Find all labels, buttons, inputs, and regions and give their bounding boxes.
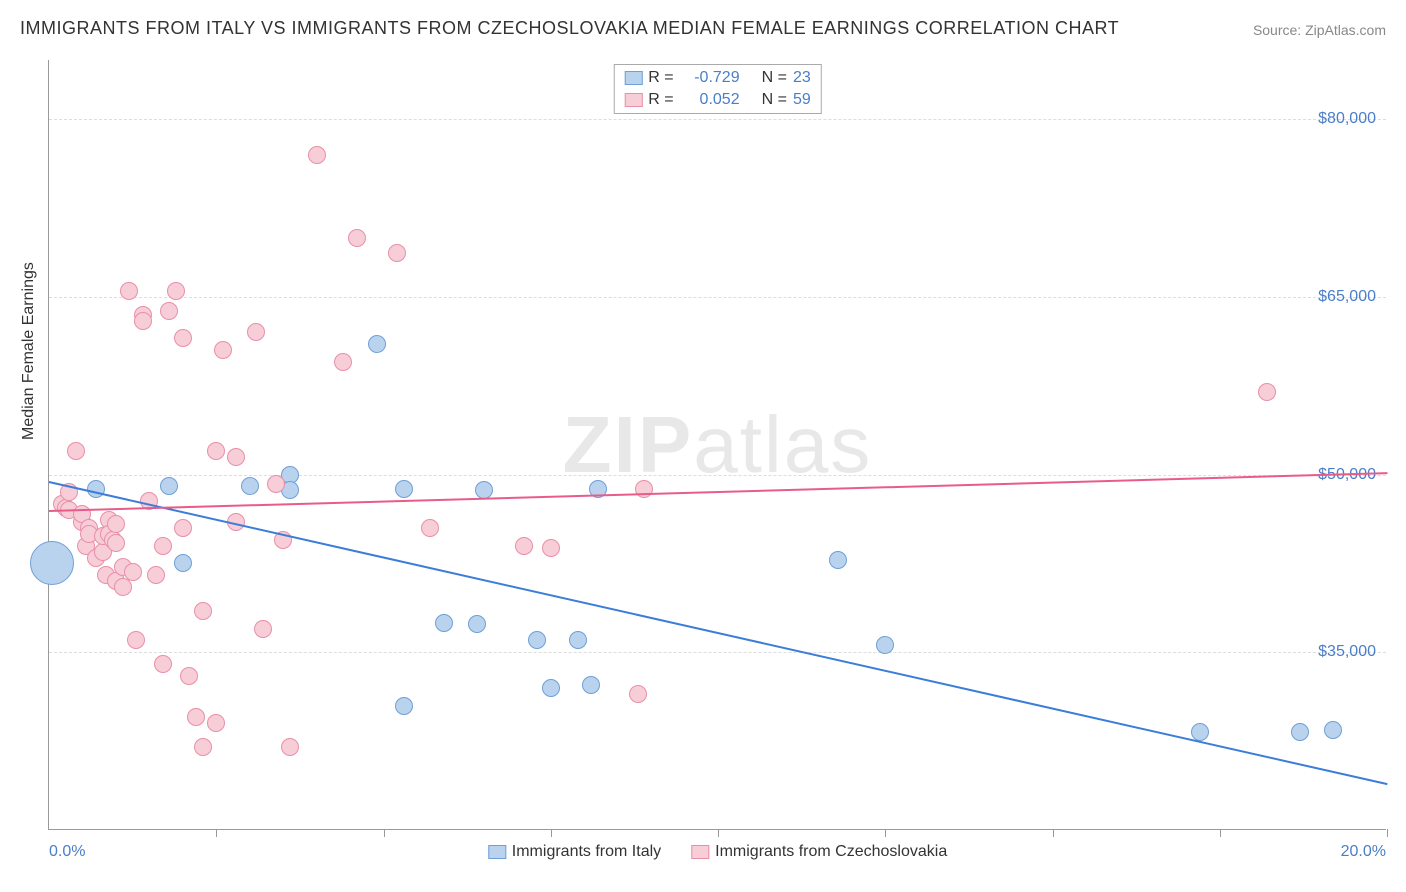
- stats-row-czech: R = 0.052 N = 59: [624, 89, 810, 111]
- x-tick: [1053, 829, 1054, 837]
- series-legend: Immigrants from Italy Immigrants from Cze…: [488, 843, 947, 861]
- data-point-czech: [515, 537, 533, 555]
- data-point-italy: [435, 614, 453, 632]
- gridline: [49, 652, 1386, 653]
- legend-item-czech: Immigrants from Czechoslovakia: [691, 843, 947, 861]
- n-label: N =: [762, 89, 787, 111]
- data-point-czech: [174, 329, 192, 347]
- data-point-czech: [254, 620, 272, 638]
- data-point-czech: [629, 685, 647, 703]
- gridline: [49, 475, 1386, 476]
- data-point-italy: [160, 477, 178, 495]
- source-attribution: Source: ZipAtlas.com: [1253, 22, 1386, 38]
- data-point-italy: [241, 477, 259, 495]
- data-point-italy: [876, 636, 894, 654]
- chart-plot-area: ZIPatlas R =-0.729N =23R =0.052N =59 Imm…: [48, 60, 1386, 830]
- data-point-czech: [421, 519, 439, 537]
- data-point-czech: [107, 534, 125, 552]
- data-point-italy: [368, 335, 386, 353]
- data-point-czech: [180, 667, 198, 685]
- n-value: 59: [793, 89, 811, 111]
- trend-line-italy: [49, 481, 1387, 785]
- x-tick: [885, 829, 886, 837]
- gridline: [49, 297, 1386, 298]
- r-value: 0.052: [680, 89, 740, 111]
- legend-label: Immigrants from Czechoslovakia: [715, 843, 947, 861]
- x-tick: [718, 829, 719, 837]
- y-axis-label: Median Female Earnings: [20, 262, 38, 440]
- data-point-italy: [528, 631, 546, 649]
- watermark: ZIPatlas: [563, 399, 872, 491]
- legend-swatch-italy-icon: [488, 845, 506, 859]
- data-point-italy: [468, 615, 486, 633]
- data-point-czech: [214, 341, 232, 359]
- legend-swatch-czech-icon: [691, 845, 709, 859]
- x-min-label: 0.0%: [49, 843, 85, 861]
- data-point-italy: [1291, 723, 1309, 741]
- data-point-czech: [308, 146, 326, 164]
- x-tick: [1220, 829, 1221, 837]
- data-point-czech: [67, 442, 85, 460]
- x-tick: [216, 829, 217, 837]
- swatch-czech-icon: [624, 93, 642, 107]
- data-point-czech: [114, 578, 132, 596]
- data-point-czech: [194, 738, 212, 756]
- data-point-italy: [569, 631, 587, 649]
- x-max-label: 20.0%: [1341, 843, 1386, 861]
- swatch-italy-icon: [624, 71, 642, 85]
- n-value: 23: [793, 67, 811, 89]
- r-label: R =: [648, 67, 673, 89]
- n-label: N =: [762, 67, 787, 89]
- x-tick: [1387, 829, 1388, 837]
- y-tick-label: $80,000: [1318, 110, 1376, 128]
- data-point-czech: [388, 244, 406, 262]
- data-point-czech: [154, 655, 172, 673]
- y-tick-label: $65,000: [1318, 288, 1376, 306]
- data-point-czech: [154, 537, 172, 555]
- data-point-italy: [475, 481, 493, 499]
- data-point-czech: [207, 714, 225, 732]
- data-point-czech: [120, 282, 138, 300]
- data-point-italy: [542, 679, 560, 697]
- data-point-czech: [134, 312, 152, 330]
- y-tick-label: $35,000: [1318, 643, 1376, 661]
- data-point-czech: [207, 442, 225, 460]
- gridline: [49, 119, 1386, 120]
- r-value: -0.729: [680, 67, 740, 89]
- data-point-czech: [194, 602, 212, 620]
- data-point-italy: [174, 554, 192, 572]
- data-point-czech: [1258, 383, 1276, 401]
- data-point-italy: [829, 551, 847, 569]
- x-tick: [551, 829, 552, 837]
- data-point-italy: [395, 480, 413, 498]
- chart-title: IMMIGRANTS FROM ITALY VS IMMIGRANTS FROM…: [20, 18, 1119, 39]
- data-point-italy: [582, 676, 600, 694]
- data-point-czech: [542, 539, 560, 557]
- data-point-czech: [124, 563, 142, 581]
- stats-row-italy: R = -0.729 N = 23: [624, 67, 810, 89]
- legend-item-italy: Immigrants from Italy: [488, 843, 661, 861]
- data-point-italy: [30, 541, 74, 585]
- x-tick: [384, 829, 385, 837]
- data-point-italy: [1191, 723, 1209, 741]
- correlation-stats-box: R = -0.729 N = 23 R = 0.052 N = 59: [613, 64, 821, 114]
- data-point-czech: [160, 302, 178, 320]
- data-point-czech: [127, 631, 145, 649]
- data-point-czech: [147, 566, 165, 584]
- data-point-czech: [167, 282, 185, 300]
- r-label: R =: [648, 89, 673, 111]
- data-point-czech: [227, 448, 245, 466]
- data-point-czech: [107, 515, 125, 533]
- data-point-czech: [247, 323, 265, 341]
- data-point-czech: [348, 229, 366, 247]
- data-point-czech: [267, 475, 285, 493]
- data-point-czech: [187, 708, 205, 726]
- data-point-czech: [334, 353, 352, 371]
- data-point-italy: [395, 697, 413, 715]
- data-point-italy: [1324, 721, 1342, 739]
- data-point-czech: [281, 738, 299, 756]
- data-point-czech: [174, 519, 192, 537]
- legend-label: Immigrants from Italy: [512, 843, 661, 861]
